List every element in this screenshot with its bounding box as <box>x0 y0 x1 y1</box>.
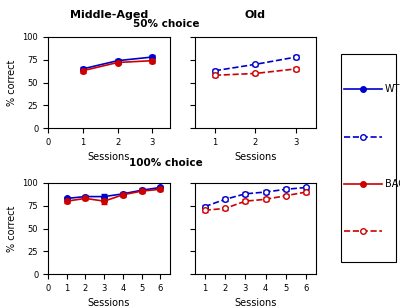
Title: Middle-Aged: Middle-Aged <box>70 10 148 19</box>
Text: BACHD: BACHD <box>385 179 400 189</box>
X-axis label: Sessions: Sessions <box>88 152 130 162</box>
Y-axis label: % correct: % correct <box>7 205 17 252</box>
Text: 100% choice: 100% choice <box>129 158 203 168</box>
Y-axis label: % correct: % correct <box>7 59 17 106</box>
X-axis label: Sessions: Sessions <box>234 298 277 308</box>
X-axis label: Sessions: Sessions <box>88 298 130 308</box>
X-axis label: Sessions: Sessions <box>234 152 277 162</box>
Text: 50% choice: 50% choice <box>133 19 199 29</box>
Text: WT: WT <box>385 84 400 94</box>
Title: Old: Old <box>245 10 266 19</box>
